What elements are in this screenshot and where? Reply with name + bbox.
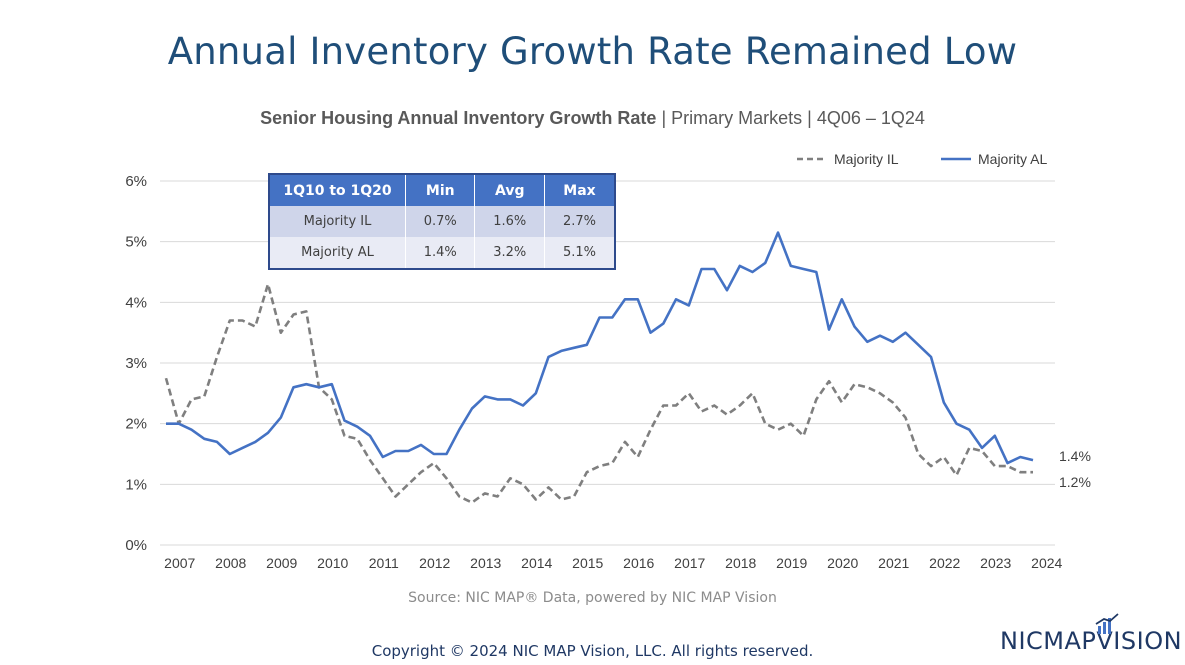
table-row: Majority AL 1.4% 3.2% 5.1% bbox=[269, 237, 616, 269]
table-header-max: Max bbox=[544, 174, 616, 206]
y-tick-label: 2% bbox=[125, 416, 147, 433]
chart-legend: Majority IL Majority AL bbox=[797, 151, 1047, 167]
chart-subtitle: Senior Housing Annual Inventory Growth R… bbox=[0, 108, 1185, 129]
x-tick-label: 2009 bbox=[266, 555, 297, 571]
y-tick-label: 1% bbox=[125, 476, 147, 493]
x-tick-label: 2019 bbox=[776, 555, 807, 571]
y-tick-label: 6% bbox=[125, 173, 147, 190]
y-tick-label: 5% bbox=[125, 234, 147, 251]
table-cell-min: 0.7% bbox=[405, 206, 476, 237]
end-value-label: 1.4% bbox=[1059, 448, 1091, 464]
y-tick-label: 3% bbox=[125, 355, 147, 372]
table-header-avg: Avg bbox=[474, 174, 545, 206]
table-header-min: Min bbox=[405, 174, 476, 206]
legend-label-al: Majority AL bbox=[978, 151, 1047, 167]
x-tick-label: 2012 bbox=[419, 555, 450, 571]
summary-stats-table: 1Q10 to 1Q20 Min Avg Max Majority IL 0.7… bbox=[268, 173, 616, 270]
table-header-row: 1Q10 to 1Q20 Min Avg Max bbox=[269, 174, 616, 206]
x-tick-label: 2018 bbox=[725, 555, 756, 571]
x-tick-label: 2017 bbox=[674, 555, 705, 571]
x-tick-label: 2011 bbox=[369, 555, 399, 571]
x-tick-label: 2024 bbox=[1031, 555, 1062, 571]
x-tick-label: 2021 bbox=[878, 555, 909, 571]
series-line-majority-il bbox=[164, 282, 1033, 504]
table-cell-max: 5.1% bbox=[544, 237, 616, 269]
table-cell-avg: 1.6% bbox=[474, 206, 545, 237]
source-note: Source: NIC MAP® Data, powered by NIC MA… bbox=[408, 590, 777, 606]
table-header-period: 1Q10 to 1Q20 bbox=[269, 174, 406, 206]
legend-label-il: Majority IL bbox=[834, 151, 899, 167]
chart-series bbox=[164, 231, 1034, 504]
x-tick-label: 2008 bbox=[215, 555, 246, 571]
x-tick-label: 2013 bbox=[470, 555, 501, 571]
x-tick-label: 2015 bbox=[572, 555, 603, 571]
x-axis-tick-labels: 2007 2008 2009 2010 2011 2012 2013 2014 2015 2016… bbox=[164, 555, 1062, 571]
table-row: Majority IL 0.7% 1.6% 2.7% bbox=[269, 206, 616, 237]
page-title: Annual Inventory Growth Rate Remained Lo… bbox=[167, 30, 1018, 73]
logo-chart-mark-icon bbox=[1095, 613, 1119, 634]
series-line-majority-al bbox=[166, 231, 1034, 465]
table-cell-min: 1.4% bbox=[405, 237, 476, 269]
series-end-labels: 1.4% 1.2% bbox=[1059, 448, 1091, 490]
chart-subtitle-bold: Senior Housing Annual Inventory Growth R… bbox=[260, 108, 657, 128]
y-tick-label: 0% bbox=[125, 537, 147, 554]
x-tick-label: 2014 bbox=[521, 555, 552, 571]
table-cell-max: 2.7% bbox=[544, 206, 616, 237]
y-axis-tick-labels: 0% 1% 2% 3% 4% 5% 6% bbox=[125, 173, 147, 554]
x-tick-label: 2007 bbox=[164, 555, 195, 571]
copyright-text: Copyright © 2024 NIC MAP Vision, LLC. Al… bbox=[371, 642, 814, 660]
x-tick-label: 2010 bbox=[317, 555, 348, 571]
nic-map-vision-logo: NICMAPVISION bbox=[1000, 627, 1183, 655]
end-value-label: 1.2% bbox=[1059, 474, 1091, 490]
x-tick-label: 2022 bbox=[929, 555, 960, 571]
table-cell-avg: 3.2% bbox=[474, 237, 545, 269]
table-cell-label: Majority AL bbox=[269, 237, 406, 269]
y-tick-label: 4% bbox=[125, 294, 147, 311]
x-tick-label: 2023 bbox=[980, 555, 1011, 571]
x-tick-label: 2020 bbox=[827, 555, 858, 571]
table-cell-label: Majority IL bbox=[269, 206, 406, 237]
chart-subtitle-rest: | Primary Markets | 4Q06 – 1Q24 bbox=[656, 108, 925, 128]
x-tick-label: 2016 bbox=[623, 555, 654, 571]
